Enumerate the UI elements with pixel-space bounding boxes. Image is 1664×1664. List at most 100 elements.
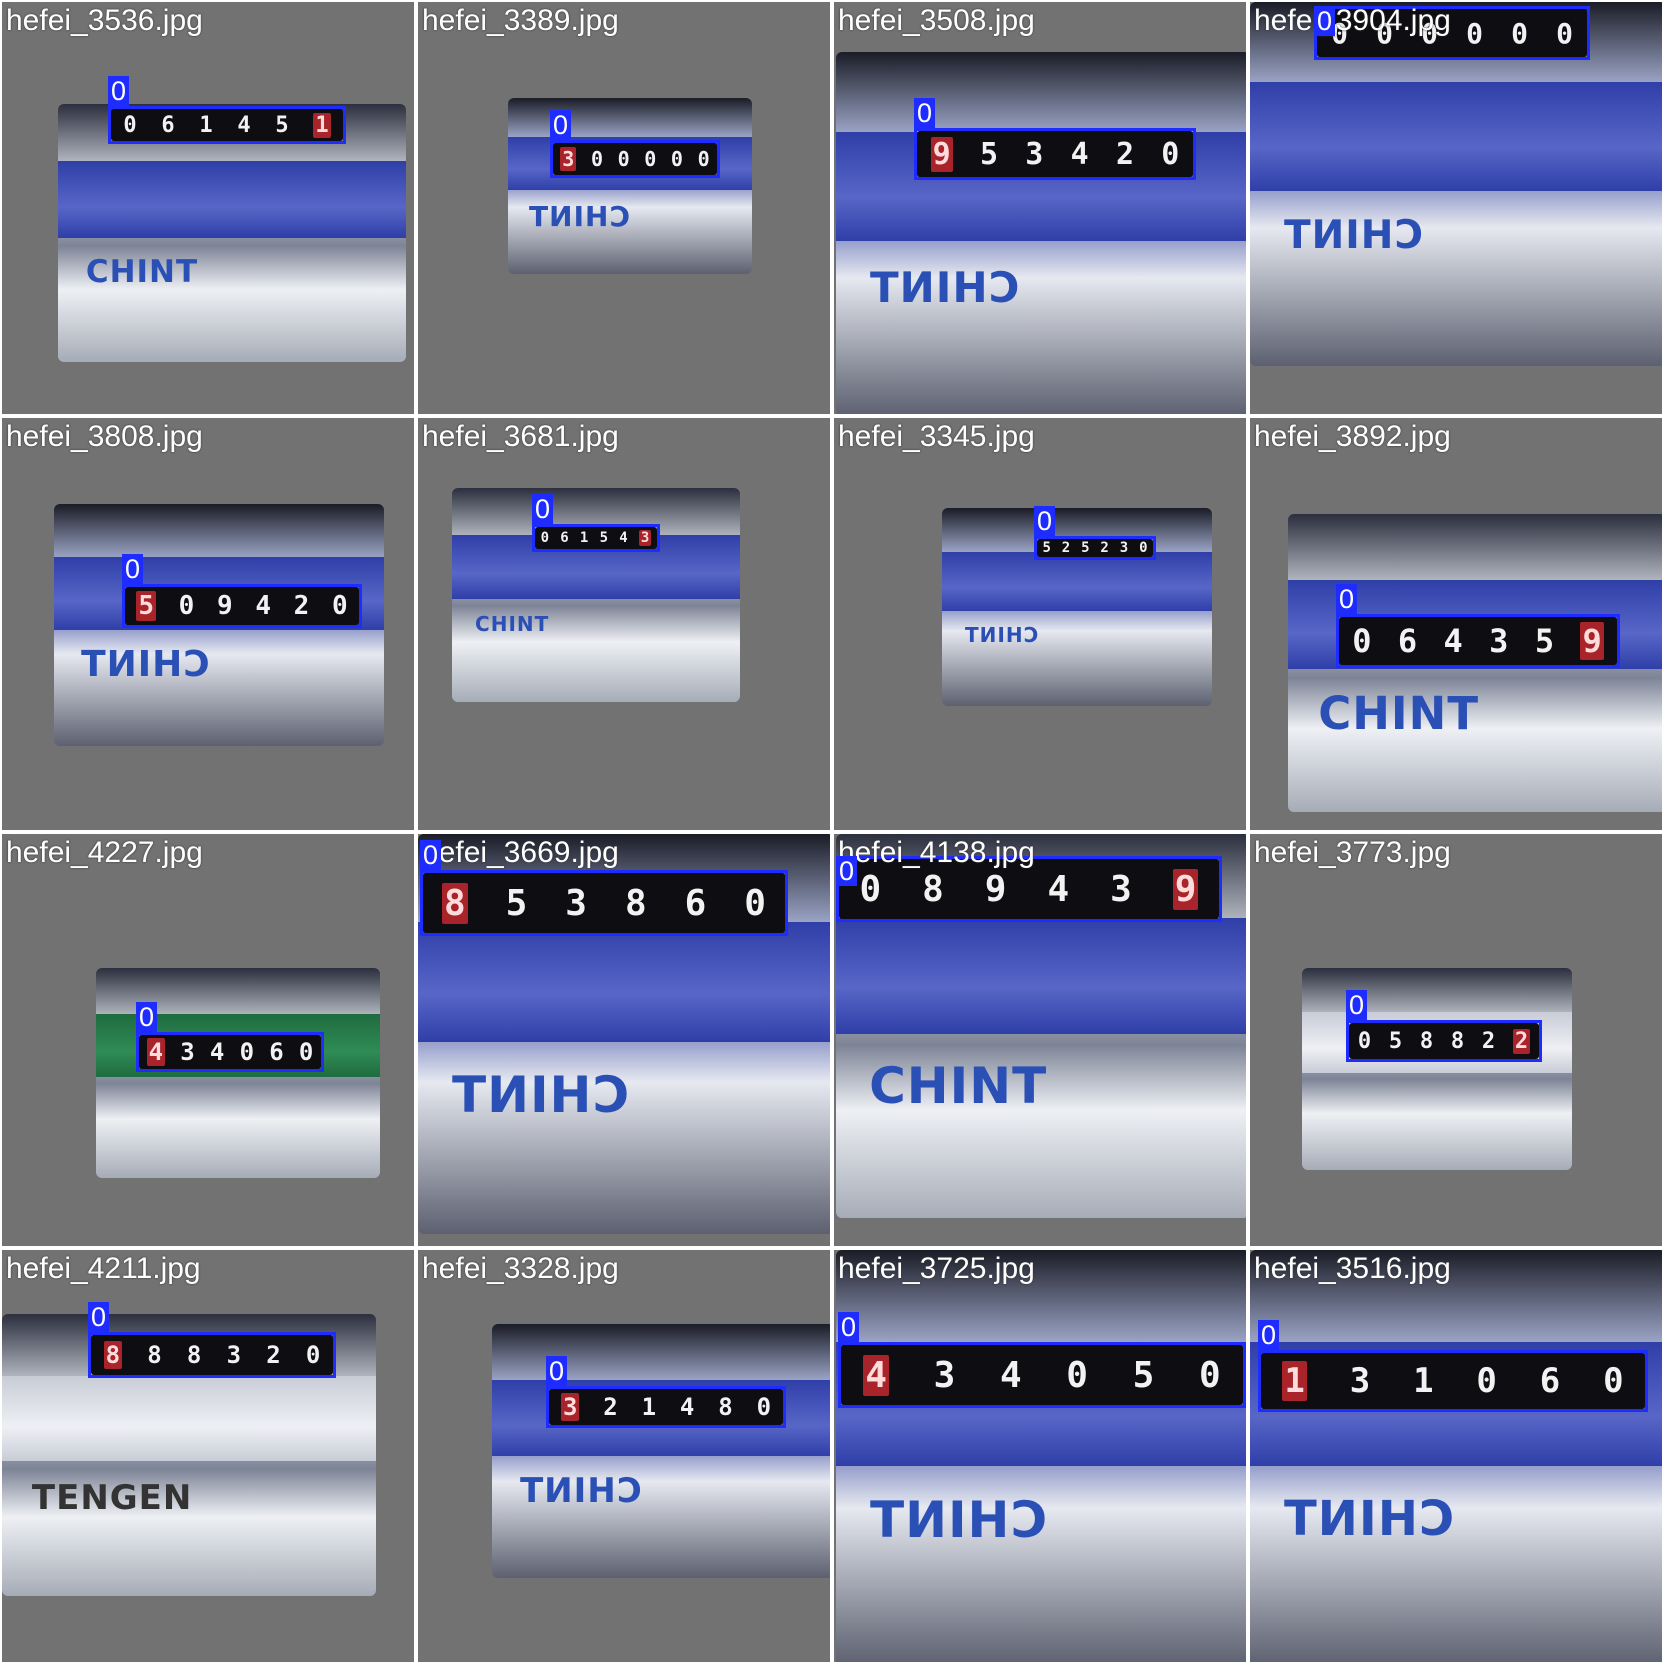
counter-digit: 0 <box>697 147 710 171</box>
counter-digit: 4 <box>1070 136 1089 172</box>
counter-digit: 8 <box>103 1341 123 1369</box>
meter-photo: CHINT <box>836 52 1246 414</box>
detection-class-label: 0 <box>546 1356 568 1386</box>
counter-digit: 3 <box>1110 868 1132 910</box>
counter-digit: 4 <box>619 530 628 546</box>
meter-photo: CHINT <box>942 508 1212 706</box>
mosaic-tile: CHINT 0 6 1 4 5 1 hefei_3536.jpg 0 <box>0 0 416 416</box>
counter-digit: 3 <box>226 1341 242 1369</box>
meter-brand-logo: CHINT <box>869 263 1020 313</box>
counter-digit: 2 <box>1100 540 1109 556</box>
counter-digit: 8 <box>624 882 647 924</box>
meter-photo: CHINT <box>508 98 752 274</box>
tile-filename: hefei_3725.jpg <box>838 1252 1035 1285</box>
counter-digit: 5 <box>505 882 528 924</box>
counter-digit: 4 <box>679 1393 695 1421</box>
counter-digit: 0 <box>670 147 683 171</box>
counter-digit: 9 <box>216 591 233 621</box>
counter-digit: 2 <box>1512 1028 1531 1054</box>
meter-brand-logo: CHINT <box>1283 213 1424 259</box>
counter-digit: 6 <box>161 112 175 138</box>
counter-digit: 8 <box>441 882 468 924</box>
mosaic-tile: CHINT 0 6 4 3 5 9 hefei_3892.jpg 0 <box>1248 416 1664 832</box>
meter-photo: CHINT <box>1250 1250 1662 1662</box>
counter-digit: 3 <box>1025 136 1044 172</box>
tile-filename: hefei_3892.jpg <box>1254 420 1451 453</box>
tile-filename: hefei_4138.jpg <box>838 836 1035 869</box>
detection-class-label: 0 <box>1314 6 1336 36</box>
counter-digit: 4 <box>863 1354 889 1396</box>
counter-digit: 4 <box>999 1354 1022 1396</box>
counter-digit: 0 <box>590 147 603 171</box>
tile-filename: hefei_3345.jpg <box>838 420 1035 453</box>
counter-digit: 0 <box>756 1393 772 1421</box>
counter-digit: 0 <box>1421 16 1438 50</box>
counter-digit: 0 <box>644 147 657 171</box>
counter-digit: 9 <box>1580 622 1604 660</box>
counter-digit: 8 <box>1419 1028 1434 1054</box>
meter-band <box>58 160 406 239</box>
counter-digit: 0 <box>1198 1354 1221 1396</box>
counter-digit: 6 <box>1397 622 1418 660</box>
counter-digit: 1 <box>579 530 589 546</box>
detection-class-label: 0 <box>532 494 554 524</box>
counter-digit: 8 <box>147 1341 162 1369</box>
counter-digit: 6 <box>269 1038 284 1066</box>
counter-digit: 5 <box>1042 540 1051 556</box>
counter-digit: 9 <box>984 868 1007 910</box>
counter-digit: 4 <box>237 112 251 138</box>
counter-digit: 0 <box>1511 16 1528 50</box>
counter-digit: 9 <box>1172 868 1199 910</box>
counter-digit: 1 <box>1413 1361 1434 1401</box>
counter-digit: 0 <box>178 591 195 621</box>
counter-digit: 0 <box>859 868 882 910</box>
counter-digit: 0 <box>617 147 630 171</box>
counter-digit: 4 <box>1047 868 1070 910</box>
counter-digit: 1 <box>641 1393 657 1421</box>
counter-digit: 0 <box>1376 16 1393 50</box>
meter-brand-logo: CHINT <box>85 253 199 290</box>
tile-filename: hefei_3389.jpg <box>422 4 619 37</box>
meter-photo: CHINT <box>58 104 406 362</box>
counter-digit: 3 <box>1119 540 1129 556</box>
counter-digit: 0 <box>1161 136 1180 172</box>
counter-digit: 0 <box>239 1038 255 1066</box>
counter-digit: 0 <box>744 882 766 924</box>
counter-digit: 0 <box>1352 622 1372 660</box>
tile-filename: hefei_3669.jpg <box>422 836 619 869</box>
mosaic-tile: 0 5 8 8 2 2 hefei_3773.jpg 0 <box>1248 832 1664 1248</box>
counter-digit: 6 <box>560 530 569 546</box>
counter-digit: 8 <box>718 1393 733 1421</box>
counter-digit: 3 <box>638 530 652 546</box>
counter-digit: 5 <box>275 112 289 138</box>
counter-digit: 0 <box>1603 1361 1624 1401</box>
mosaic-tile: 4 3 4 0 6 0 hefei_4227.jpg 0 <box>0 832 416 1248</box>
counter-digit: 3 <box>180 1038 195 1066</box>
meter-brand-logo: CHINT <box>80 644 211 686</box>
counter-digit: 0 <box>331 591 348 621</box>
meter-band <box>836 918 1246 1034</box>
detection-class-label: 0 <box>1034 506 1056 536</box>
meter-photo: CHINT <box>836 1250 1246 1662</box>
detection-class-label: 0 <box>108 76 130 106</box>
meter-brand-logo: CHINT <box>519 1471 643 1512</box>
counter-digit: 4 <box>146 1038 166 1066</box>
counter-digit: 0 <box>123 112 137 138</box>
counter-digit: 6 <box>1539 1361 1561 1401</box>
tile-filename: hefei_3328.jpg <box>422 1252 619 1285</box>
counter-digit: 4 <box>1443 622 1463 660</box>
meter-brand-logo: CHINT <box>527 200 630 234</box>
counter-digit: 1 <box>1282 1361 1307 1401</box>
tile-filename: hefei_4211.jpg <box>6 1252 201 1285</box>
counter-digit: 2 <box>266 1341 281 1369</box>
counter-digit: 0 <box>1466 16 1483 50</box>
counter-digit: 9 <box>930 136 953 172</box>
